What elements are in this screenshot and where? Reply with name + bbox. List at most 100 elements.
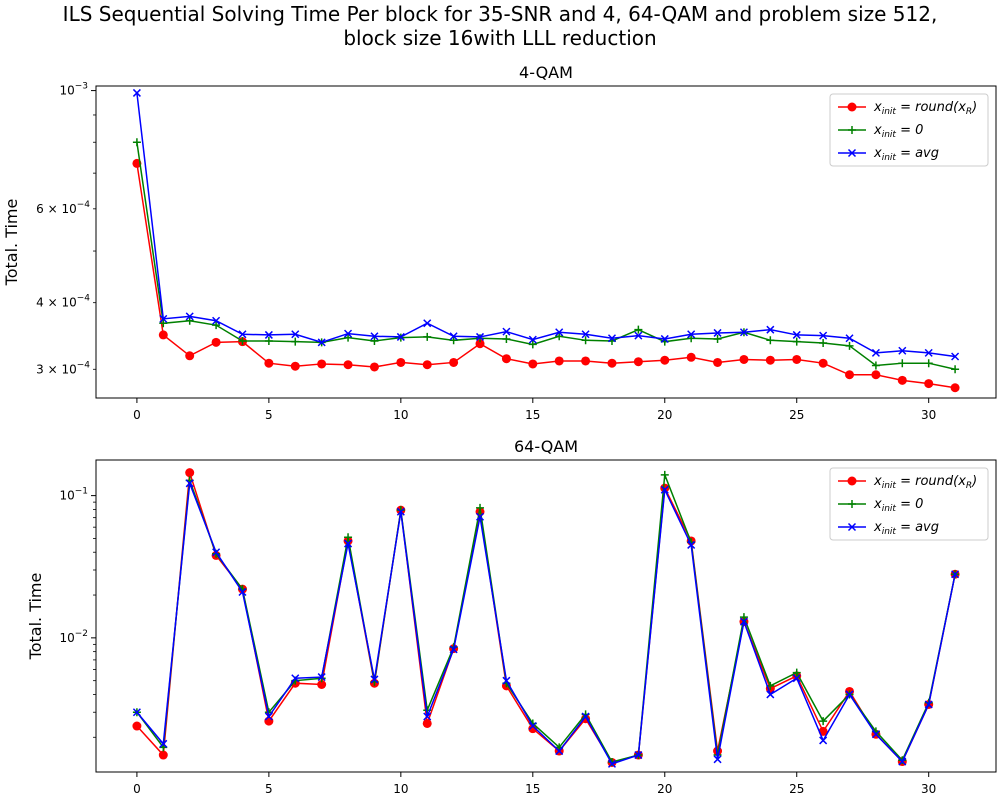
- data-point-avg: [185, 312, 194, 321]
- data-point-round: [633, 357, 643, 367]
- legend-label-zero: xinit = 0: [873, 497, 923, 514]
- data-point-round: [185, 468, 195, 478]
- legend-marker-round: [847, 102, 857, 112]
- data-point-avg: [238, 587, 247, 597]
- data-point-zero: [423, 332, 432, 341]
- legend-label-zero: xinit = 0: [873, 123, 923, 140]
- data-point-round: [765, 355, 775, 365]
- data-point-avg: [607, 334, 617, 343]
- data-point-zero: [819, 339, 828, 348]
- data-point-avg: [951, 570, 960, 579]
- y-tick-label: 10−1: [59, 487, 88, 503]
- data-point-avg: [528, 721, 537, 731]
- series-line-avg: [136, 92, 956, 358]
- data-point-avg: [766, 325, 775, 334]
- data-point-avg: [660, 485, 669, 494]
- data-point-round: [422, 718, 432, 728]
- y-tick-label: 10−3: [59, 82, 88, 98]
- data-point-round: [158, 330, 168, 340]
- x-tick-label: 30: [921, 408, 936, 422]
- data-point-round: [845, 370, 855, 380]
- data-point-avg: [132, 88, 141, 97]
- data-point-zero: [845, 341, 854, 350]
- data-point-avg: [317, 338, 326, 347]
- data-point-avg: [898, 346, 907, 355]
- data-point-avg: [687, 330, 696, 339]
- data-point-avg: [581, 330, 590, 339]
- data-point-zero: [528, 340, 537, 349]
- legend-box: [829, 93, 989, 167]
- data-point-avg: [607, 759, 617, 768]
- data-point-avg: [449, 645, 458, 654]
- data-point-avg: [423, 712, 432, 721]
- x-tick-label: 15: [525, 782, 540, 796]
- legend-label-round: xinit = round(xR): [873, 474, 977, 491]
- data-point-avg: [344, 329, 353, 338]
- data-point-avg: [423, 319, 432, 328]
- data-point-avg: [739, 617, 748, 626]
- data-point-round: [950, 383, 960, 393]
- data-point-zero: [476, 503, 485, 512]
- data-point-round: [132, 721, 142, 731]
- data-point-avg: [713, 328, 722, 337]
- data-point-zero: [581, 336, 590, 345]
- data-point-round: [449, 357, 459, 367]
- y-tick-label: 4 × 10−4: [36, 294, 90, 310]
- data-point-round: [739, 354, 749, 364]
- data-point-round: [792, 354, 802, 364]
- data-point-round: [924, 379, 934, 389]
- data-point-zero: [792, 337, 801, 346]
- figure-title-line-1: ILS Sequential Solving Time Per block fo…: [62, 2, 938, 26]
- data-point-avg: [845, 690, 854, 699]
- data-point-round: [422, 360, 432, 370]
- data-point-round: [581, 356, 591, 366]
- x-tick-label: 5: [265, 408, 273, 422]
- data-point-avg: [132, 708, 141, 717]
- x-tick-label: 10: [393, 408, 408, 422]
- series-line-zero: [136, 474, 956, 763]
- data-point-avg: [212, 548, 221, 557]
- y-tick-label: 3 × 10−4: [36, 360, 90, 376]
- data-point-avg: [713, 755, 722, 764]
- data-point-avg: [264, 330, 273, 339]
- data-point-avg: [581, 712, 590, 721]
- legend-label-round: xinit = round(xR): [873, 100, 977, 117]
- data-point-zero: [766, 336, 775, 345]
- data-point-avg: [660, 334, 669, 343]
- data-point-zero: [344, 533, 353, 542]
- data-point-avg: [475, 512, 485, 521]
- data-point-round: [317, 359, 327, 369]
- x-tick-label: 10: [393, 782, 408, 796]
- data-point-round: [713, 357, 723, 367]
- data-point-avg: [159, 314, 168, 323]
- data-point-zero: [871, 361, 880, 370]
- data-point-avg: [555, 747, 564, 756]
- chart-panel-1: 4-QAM Total. Time 0 5 10 15 20 25 30 10−3 3 × 10−4…: [2, 63, 997, 422]
- data-point-zero: [476, 334, 485, 343]
- figure-title: ILS Sequential Solving Time Per block fo…: [0, 2, 1000, 50]
- data-point-avg: [687, 540, 696, 549]
- data-point-avg: [159, 739, 168, 748]
- y-axis-label: Total. Time: [26, 573, 45, 661]
- data-point-avg: [475, 332, 485, 341]
- data-point-avg: [819, 736, 828, 745]
- data-point-zero: [792, 668, 801, 677]
- y-axis-label: Total. Time: [2, 199, 21, 287]
- data-point-avg: [924, 348, 933, 357]
- legend-marker-zero: [848, 500, 856, 508]
- data-point-zero: [291, 337, 300, 346]
- x-tick-label: 25: [789, 782, 804, 796]
- data-point-round: [290, 361, 300, 371]
- legend-box: [829, 467, 989, 541]
- data-point-zero: [898, 359, 907, 368]
- data-point-zero: [212, 321, 221, 330]
- data-point-zero: [555, 332, 564, 341]
- data-point-avg: [739, 328, 748, 337]
- data-point-round: [897, 375, 907, 385]
- data-point-round: [158, 750, 168, 760]
- series-line-avg: [136, 483, 956, 765]
- legend-label-avg: xinit = avg: [873, 520, 939, 537]
- data-point-avg: [555, 328, 564, 337]
- data-point-zero: [449, 336, 458, 345]
